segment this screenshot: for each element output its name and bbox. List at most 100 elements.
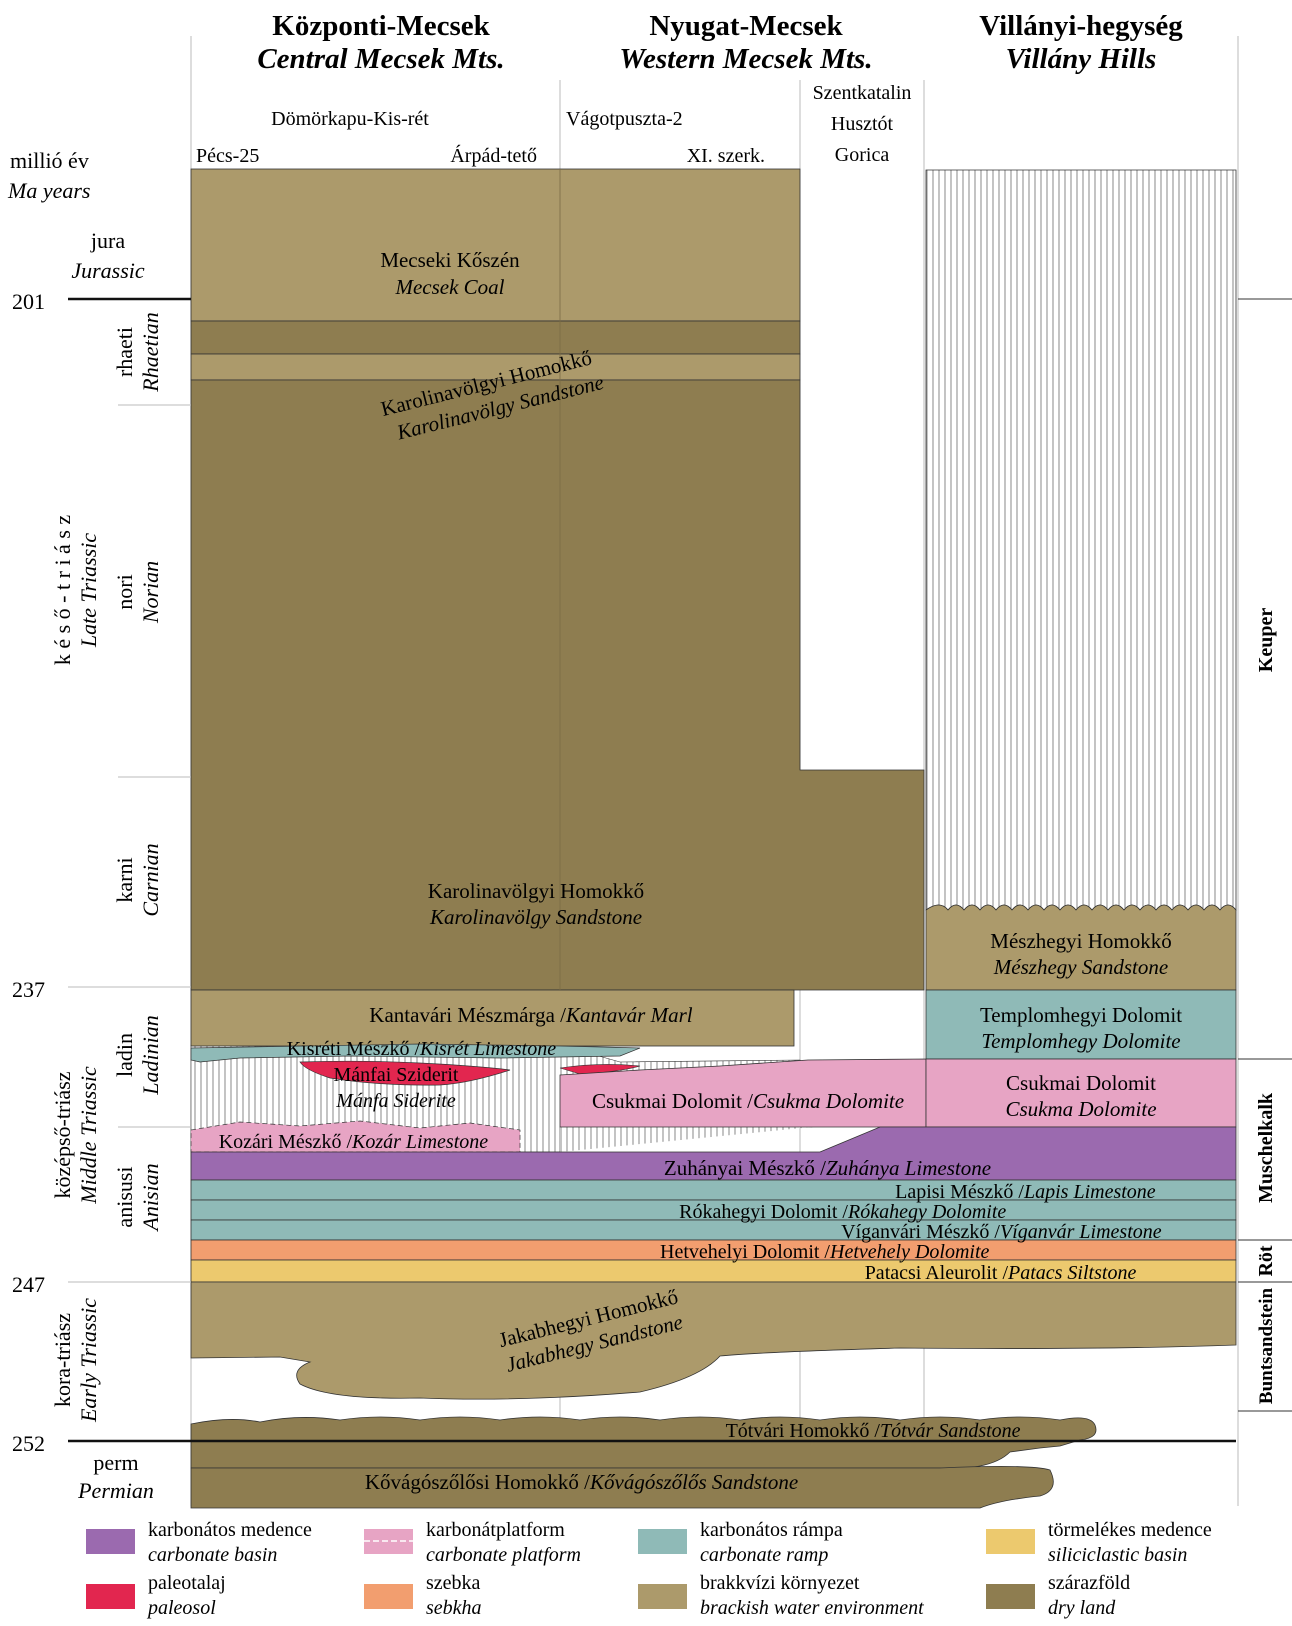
unit-templom-en: Templomhegy Dolomite [981, 1029, 1180, 1053]
unit-kovago-hu: Kővágószőlősi Homokkő / [365, 1470, 590, 1494]
unit-kozar-hu: Kozári Mészkő / [219, 1131, 353, 1153]
period-perm-en: Permian [77, 1478, 154, 1503]
unit-csukma-v-hu: Csukmai Dolomit [1006, 1071, 1156, 1095]
legend-sebkha-hu: szebka [426, 1572, 481, 1594]
period-rhaeti-hu: rhaeti [112, 327, 137, 377]
unit-kisret-hu: Kisréti Mészkő / [287, 1038, 421, 1060]
unit-kozar-en: Kozár Limestone [351, 1131, 488, 1153]
period-early-en: Early Triassic [76, 1298, 101, 1423]
period-jura-en: Jurassic [71, 258, 145, 283]
age-247: 247 [12, 1272, 45, 1297]
legend: karbonátos medence carbonate basin karbo… [86, 1519, 1212, 1619]
legend-swatch-brackish-water [638, 1584, 687, 1609]
unit-templom-hu: Templomhegyi Dolomit [980, 1003, 1182, 1027]
period-ladin-hu: ladin [112, 1033, 137, 1077]
locality-szentkatalin: Szentkatalin [813, 82, 912, 104]
period-anisusi-en: Anisian [138, 1163, 163, 1232]
legend-carbonate-ramp-hu: karbonátos rámpa [700, 1519, 843, 1541]
age-252: 252 [12, 1431, 45, 1456]
legend-paleosol-en: paleosol [146, 1597, 216, 1619]
unit-hetvehely-en: Hetvehely Dolomite [829, 1241, 989, 1263]
unit-manfa-en: Mánfa Siderite [335, 1090, 456, 1112]
legend-brackish-water-hu: brakkvízi környezet [700, 1572, 860, 1594]
unit-viganvar-hu: Víganvári Mészkő / [841, 1221, 1000, 1243]
region-central-en: Central Mecsek Mts. [257, 43, 504, 75]
legend-carbonate-basin-en: carbonate basin [148, 1544, 277, 1566]
unit-csukma-v-en: Csukma Dolomite [1005, 1097, 1156, 1121]
unit-csukma-w-en: Csukma Dolomite [753, 1089, 904, 1113]
unit-karolina-main-hu: Karolinavölgyi Homokkő [428, 879, 644, 903]
unit-totvar-en: Tótvár Sandstone [880, 1420, 1021, 1442]
unit-patacs-hu: Patacsi Aleurolit / [865, 1262, 1009, 1284]
legend-sebkha-en: sebkha [426, 1597, 482, 1619]
legend-carbonate-platform-hu: karbonátplatform [426, 1519, 565, 1541]
period-middle-en: Middle Triassic [76, 1066, 101, 1205]
legend-carbonate-basin-hu: karbonátos medence [148, 1519, 312, 1541]
unit-mecsek-coal-hu: Mecseki Kőszén [380, 248, 520, 272]
unit-lapis-hu: Lapisi Mészkő / [895, 1181, 1024, 1203]
period-early-hu: kora-triász [50, 1313, 75, 1407]
legend-swatch-paleosol [86, 1584, 135, 1609]
unit-kantavar-hu: Kantavári Mészmárga / [369, 1003, 566, 1027]
period-middle-hu: középső-triász [50, 1071, 75, 1198]
period-perm-hu: perm [93, 1450, 138, 1475]
period-nori-en: Norian [138, 561, 163, 624]
region-villany-hu: Villányi-hegység [979, 10, 1183, 42]
legend-siliciclastic-basin-en: siliciclastic basin [1048, 1544, 1187, 1566]
locality-xi: XI. szerk. [687, 145, 765, 167]
legend-dry-land-hu: szárazföld [1048, 1572, 1130, 1594]
locality-vagot: Vágotpuszta-2 [566, 108, 683, 130]
unit-meszhegy-hu: Mészhegyi Homokkő [990, 929, 1171, 953]
period-late-en: Late Triassic [76, 533, 101, 649]
facies-buntsandstein: Buntsandstein [1256, 1287, 1277, 1404]
unit-meszhegy-en: Mészhegy Sandstone [993, 955, 1168, 979]
unit-viganvar-en: Víganvár Limestone [1000, 1221, 1162, 1243]
age-237: 237 [12, 977, 45, 1002]
unit-hetvehely-hu: Hetvehelyi Dolomit / [660, 1241, 830, 1263]
legend-carbonate-ramp-en: carbonate ramp [700, 1544, 828, 1566]
unit-zuhanya-en: Zuhánya Limestone [826, 1156, 991, 1180]
facies-rot: Röt [1255, 1245, 1277, 1276]
unit-mecsek-coal-en: Mecsek Coal [394, 275, 504, 299]
unit-lapis-en: Lapis Limestone [1023, 1181, 1156, 1203]
unit-manfa-hu: Mánfai Sziderit [334, 1064, 459, 1086]
unit-totvar-hu: Tótvári Homokkő / [726, 1420, 881, 1442]
locality-pecs: Pécs-25 [196, 145, 259, 167]
period-anisusi-hu: anisusi [112, 1166, 137, 1227]
facies-keuper: Keuper [1255, 608, 1277, 673]
locality-gorica: Gorica [835, 144, 890, 166]
legend-siliciclastic-basin-hu: törmelékes medence [1048, 1519, 1212, 1541]
axis-label-en: Ma years [7, 178, 90, 203]
region-villany-en: Villány Hills [1006, 43, 1157, 75]
period-jura-hu: jura [90, 228, 125, 253]
legend-swatch-dry-land [986, 1584, 1035, 1609]
unit-kantavar-en: Kantavár Marl [565, 1003, 693, 1027]
legend-brackish-water-en: brackish water environment [700, 1597, 924, 1619]
region-western-hu: Nyugat-Mecsek [649, 10, 843, 42]
locality-domorkapu: Dömörkapu-Kis-rét [271, 108, 429, 130]
legend-swatch-siliciclastic-basin [986, 1529, 1035, 1554]
period-karni-en: Carnian [138, 843, 163, 916]
unit-rokahegy-en: Rókahegy Dolomite [847, 1201, 1006, 1223]
age-201: 201 [12, 289, 45, 314]
axis-label-hu: millió év [10, 148, 89, 173]
legend-swatch-carbonate-ramp [638, 1529, 687, 1554]
period-nori-hu: nori [112, 574, 137, 609]
unit-kisret-en: Kisrét Limestone [419, 1038, 556, 1060]
period-late-hu: k é s ő - t r i á s z [50, 515, 75, 666]
legend-paleosol-hu: paleotalaj [148, 1572, 226, 1594]
facies-muschelkalk: Muschelkalk [1255, 1092, 1277, 1203]
locality-arpad: Árpád-tető [450, 144, 537, 167]
period-ladin-en: Ladinian [138, 1015, 163, 1095]
unit-karolina-main-en: Karolinavölgy Sandstone [429, 905, 642, 929]
unit-csukma-w-hu: Csukmai Dolomit / [592, 1089, 753, 1113]
unit-zuhanya-hu: Zuhányai Mészkő / [664, 1156, 826, 1180]
unit-kovago-en: Kővágószőlős Sandstone [589, 1470, 798, 1494]
region-western-en: Western Mecsek Mts. [619, 43, 872, 75]
legend-carbonate-platform-en: carbonate platform [426, 1544, 581, 1566]
period-rhaeti-en: Rhaetian [138, 312, 163, 392]
period-karni-hu: karni [112, 857, 137, 902]
legend-swatch-carbonate-basin [86, 1529, 135, 1554]
unit-patacs-en: Patacs Siltstone [1007, 1262, 1136, 1284]
